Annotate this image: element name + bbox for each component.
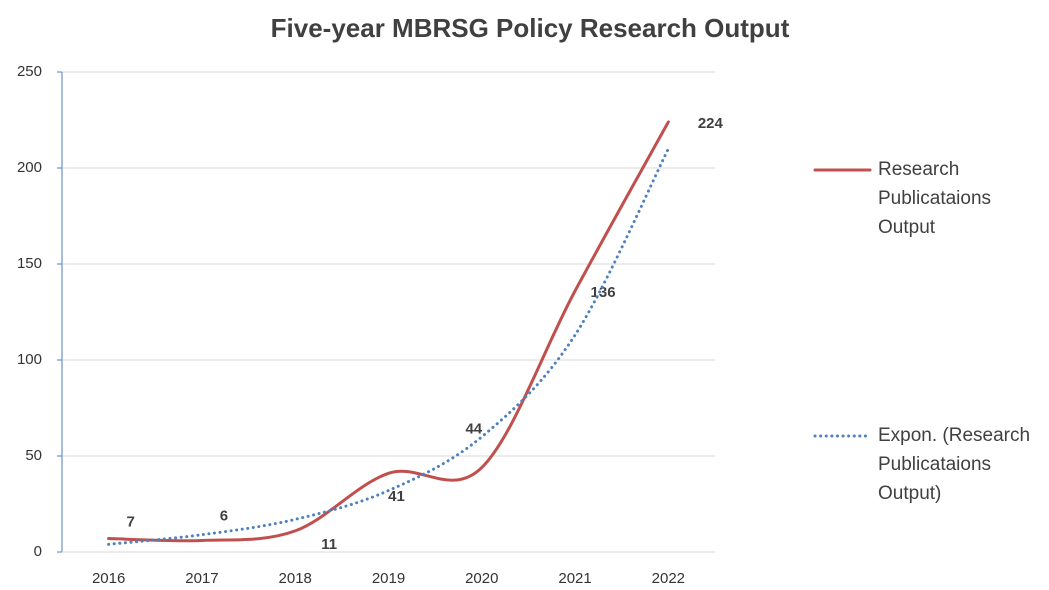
- x-tick-label: 2016: [92, 570, 125, 587]
- chart-title: Five-year MBRSG Policy Research Output: [271, 13, 790, 43]
- x-tick-label: 2017: [185, 570, 218, 587]
- legend-label: Research Publicataions Output: [878, 159, 992, 238]
- data-label: 41: [388, 488, 405, 505]
- x-tick-label: 2022: [652, 570, 685, 587]
- y-tick-label: 150: [17, 255, 42, 272]
- y-tick-label: 50: [25, 447, 42, 464]
- series-line: [107, 147, 670, 546]
- x-tick-label: 2019: [372, 570, 405, 587]
- y-tick-label: 250: [17, 63, 42, 80]
- x-tick-label: 2021: [558, 570, 591, 587]
- y-tick-label: 100: [17, 351, 42, 368]
- x-tick-label: 2018: [279, 570, 312, 587]
- data-label: 44: [465, 420, 482, 437]
- data-label: 224: [698, 115, 724, 132]
- y-tick-label: 0: [34, 543, 42, 560]
- data-label: 7: [126, 514, 134, 531]
- data-label: 11: [321, 536, 337, 553]
- series-line: [107, 120, 670, 543]
- legend-label: Expon. (Research Publicataions Output): [878, 425, 1031, 504]
- y-tick-label: 200: [17, 159, 42, 176]
- x-tick-label: 2020: [465, 570, 498, 587]
- data-label: 6: [220, 507, 228, 524]
